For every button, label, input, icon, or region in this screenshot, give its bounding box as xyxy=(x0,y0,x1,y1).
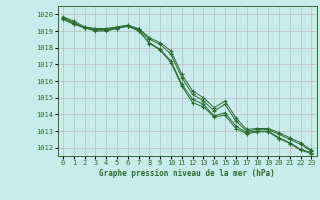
X-axis label: Graphe pression niveau de la mer (hPa): Graphe pression niveau de la mer (hPa) xyxy=(99,169,275,178)
